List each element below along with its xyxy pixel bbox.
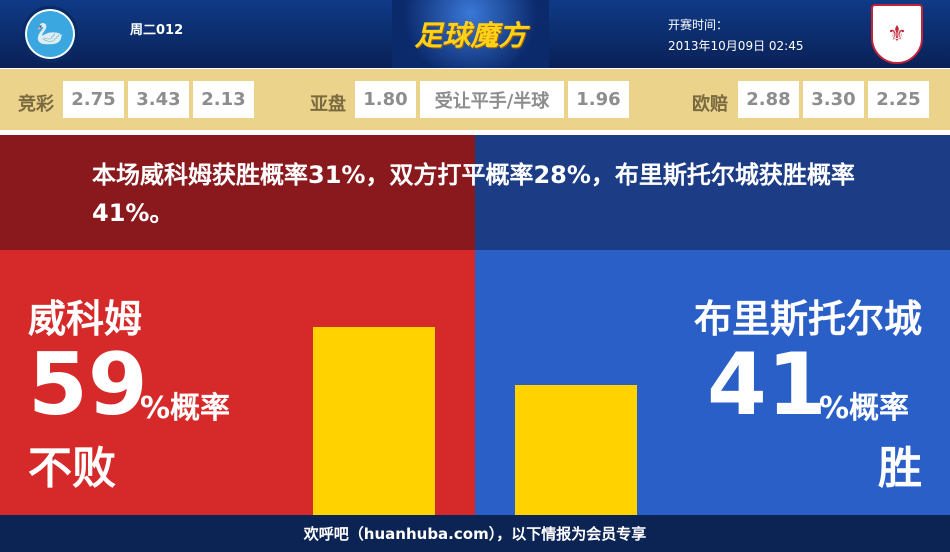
odds-value: 2.13 (193, 81, 254, 118)
odds-value: 3.30 (803, 81, 864, 118)
handicap: 受让平手/半球 (420, 81, 564, 118)
away-probability-bar (515, 384, 637, 515)
home-percent: 59 (28, 335, 148, 435)
home-team-name: 威科姆 (28, 297, 143, 341)
odds-bar: 竞彩 2.75 3.43 2.13 亚盘 1.80 受让平手/半球 1.96 欧… (0, 68, 950, 130)
away-percent-suffix: %概率 (819, 391, 910, 426)
away-team-name: 布里斯托尔城 (693, 297, 922, 341)
odds-value: 2.88 (738, 81, 799, 118)
europe-label: 欧赔 (692, 94, 728, 115)
odds-value: 1.80 (355, 81, 416, 118)
footer-banner: 欢呼吧（huanhuba.com），以下情报为会员专享 (0, 515, 950, 552)
summary-bg-home (0, 135, 475, 250)
summary-bg-away (475, 135, 950, 250)
home-team-logo: 🦢 (22, 6, 78, 62)
brand-logo: 足球魔方 (392, 0, 549, 68)
home-percent-suffix: %概率 (140, 391, 231, 426)
odds-value: 2.75 (63, 81, 124, 118)
header: 🦢 周二012 足球魔方 开赛时间： 2013年10月09日 02:45 ⚜ (0, 0, 950, 68)
away-percent: 41 (707, 335, 827, 435)
away-team-logo: ⚜ (871, 4, 923, 64)
home-probability-bar (313, 327, 435, 515)
summary-text: 本场威科姆获胜概率31%，双方打平概率28%，布里斯托尔城获胜概率41%。 (92, 161, 855, 227)
odds-value: 2.25 (868, 81, 929, 118)
match-number: 周二012 (130, 23, 184, 38)
odds-value: 3.43 (128, 81, 189, 118)
away-outcome: 胜 (878, 443, 922, 494)
odds-value: 1.96 (568, 81, 629, 118)
kickoff-time: 2013年10月09日 02:45 (668, 39, 804, 53)
kickoff-label: 开赛时间： (668, 18, 729, 32)
asian-label: 亚盘 (310, 94, 346, 115)
home-outcome: 不败 (28, 443, 116, 494)
jingcai-label: 竞彩 (18, 94, 54, 115)
